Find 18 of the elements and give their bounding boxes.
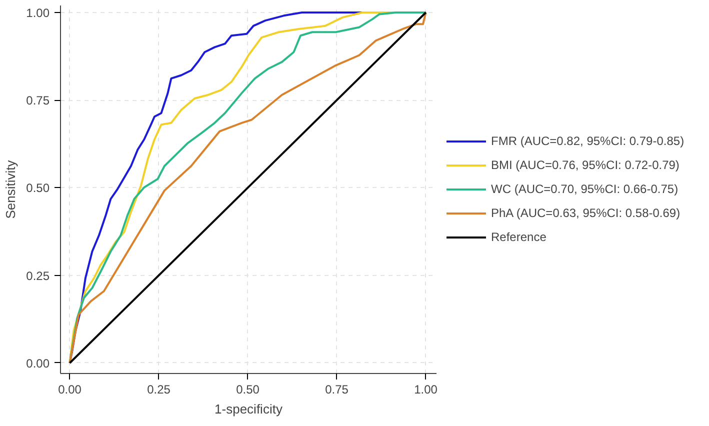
x-tick-label: 1.00 — [414, 382, 438, 396]
y-tick-label: 0.00 — [26, 356, 50, 370]
y-axis-title: Sensitivity — [3, 160, 18, 219]
legend-label: Reference — [491, 230, 546, 244]
legend-label: BMI (AUC=0.76, 95%CI: 0.72-0.79) — [491, 158, 680, 172]
legend-label: PhA (AUC=0.63, 95%CI: 0.58-0.69) — [491, 206, 680, 220]
x-tick-label: 0.50 — [236, 382, 260, 396]
x-tick-label: 0.00 — [58, 382, 82, 396]
x-tick-label: 0.75 — [325, 382, 349, 396]
legend-label: WC (AUC=0.70, 95%CI: 0.66-0.75) — [491, 182, 678, 196]
line-series — [68, 12, 427, 364]
legend-label: FMR (AUC=0.82, 95%CI: 0.79-0.85) — [491, 134, 684, 148]
x-axis-title: 1-specificity — [214, 402, 283, 416]
y-tick-label: 1.00 — [26, 6, 50, 20]
y-tick-label: 0.50 — [26, 181, 50, 196]
x-tick-label: 0.25 — [147, 382, 171, 396]
y-tick-label: 0.75 — [26, 94, 50, 108]
y-tick-label: 0.25 — [26, 268, 50, 283]
